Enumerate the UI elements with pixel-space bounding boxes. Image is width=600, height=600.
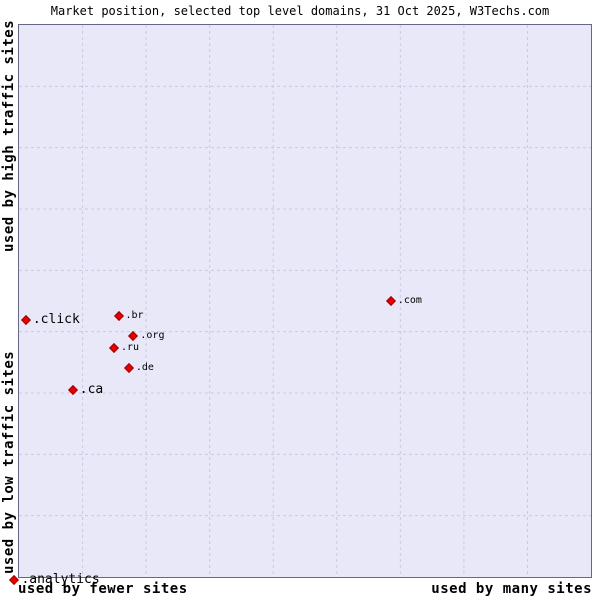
x-axis-label-fewer-sites: used by fewer sites <box>18 581 188 597</box>
x-axis-labels: used by fewer sites used by many sites <box>18 581 592 597</box>
data-point-label: .click <box>32 311 80 327</box>
y-axis-label-low-traffic: used by low traffic sites <box>1 350 17 574</box>
data-point-label: .ca <box>79 382 104 398</box>
y-axis-label-high-traffic: used by high traffic sites <box>1 19 17 252</box>
data-point-label: .br <box>125 309 144 321</box>
x-axis-label-many-sites: used by many sites <box>431 581 592 597</box>
data-point-label: .analytics <box>21 571 100 587</box>
data-point-label: .de <box>135 361 154 373</box>
grid-lines <box>19 25 591 577</box>
data-point-label: .org <box>140 329 165 341</box>
data-point-label: .ru <box>120 341 139 353</box>
data-point-label: .com <box>397 295 422 307</box>
plot-area: .click .br .org .ru .de .ca .com .analytics <box>9 24 592 587</box>
chart-title: Market position, selected top level doma… <box>50 4 550 18</box>
